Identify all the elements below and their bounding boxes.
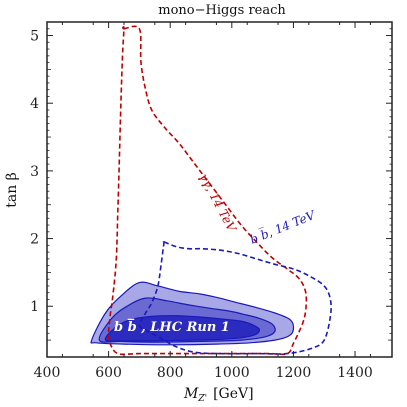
x-tick-label: 1000: [214, 365, 250, 381]
svg-text:MZ'[GeV]: MZ' [GeV]: [183, 386, 254, 404]
chart-title: mono−Higgs reach: [158, 3, 286, 18]
y-tick-label: 3: [30, 164, 39, 180]
x-axis-label-subscript: Z': [197, 394, 207, 404]
y-tick-label: 5: [30, 29, 39, 45]
contour-bb-14tev: [138, 239, 332, 355]
x-axis-label-symbol: M: [183, 386, 199, 402]
axis-ticks: 400 600 800 1000 1200 1400 1 2 3 4 5: [30, 21, 392, 381]
x-axis-label: MZ' [GeV]: [183, 386, 254, 404]
region-run1-inner: [104, 315, 261, 342]
y-tick-label: 1: [30, 299, 39, 315]
x-axis-label-unit: [GeV]: [213, 386, 254, 402]
y-tick-label: 4: [30, 96, 39, 112]
x-tick-label: 1200: [276, 365, 312, 381]
contour-lines: [107, 25, 332, 356]
annotation-bb-run1: b b̅ , LHC Run 1: [114, 318, 230, 335]
plot-frame: [46, 21, 393, 358]
y-tick-label: 2: [30, 232, 39, 248]
x-tick-label: 600: [95, 365, 122, 381]
annotation-bb-14tev: b b̅, 14 TeV: [247, 206, 318, 247]
x-tick-label: 800: [157, 365, 184, 381]
x-tick-label: 1400: [337, 365, 373, 381]
y-axis-label: tan β: [4, 172, 20, 208]
x-tick-label: 400: [34, 365, 61, 381]
annotation-gamma-gamma: γγ, 14 TeV: [196, 171, 239, 235]
run1-regions: [90, 281, 295, 346]
contour-gamma-gamma-14tev: [107, 25, 308, 356]
